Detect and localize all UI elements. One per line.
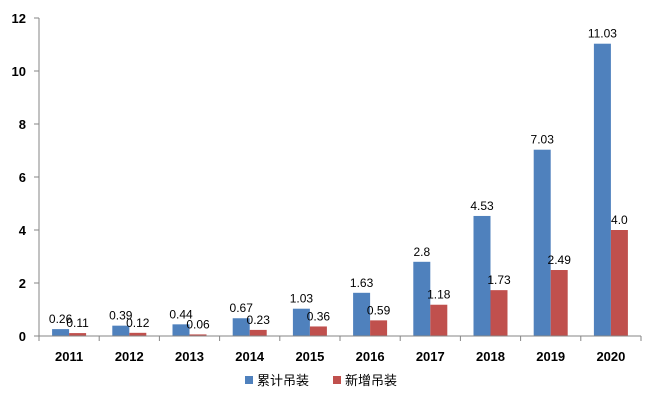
bar-cumulative-2017 xyxy=(413,261,431,336)
bar-new-2013 xyxy=(189,334,207,336)
data-label-new-2019: 2.49 xyxy=(548,253,572,267)
legend-label-cumulative: 累计吊装 xyxy=(257,374,309,389)
x-tick-label-2018: 2018 xyxy=(476,349,505,364)
x-tick-label-2013: 2013 xyxy=(175,349,204,364)
bar-new-2016 xyxy=(370,320,388,336)
axes-group: 2011 2012 2013 2014 2015 2016 2017 2018 2019 2020… xyxy=(12,11,642,364)
bar-new-2018 xyxy=(490,290,508,336)
data-labels-group: 0.260.11 0.390.12 0.440.06 0.670.23 1.03 0.36… xyxy=(49,27,628,332)
x-tick-label-2016: 2016 xyxy=(356,349,385,364)
x-tick-label-2014: 2014 xyxy=(235,349,265,364)
bar-new-2014 xyxy=(249,329,267,336)
x-tick-label-2019: 2019 xyxy=(536,349,565,364)
y-tick-label-6: 6 xyxy=(19,170,26,185)
data-label-cumulative-2016: 1.63 xyxy=(350,276,374,290)
x-tick-label-2015: 2015 xyxy=(295,349,324,364)
bar-cumulative-2019 xyxy=(533,149,551,336)
data-label-new-2015: 0.36 xyxy=(307,309,331,323)
legend-swatch-new xyxy=(333,376,341,384)
bar-cumulative-2012 xyxy=(112,325,130,336)
bar-new-2020 xyxy=(610,230,628,336)
data-label-cumulative-2018: 4.53 xyxy=(470,199,494,213)
y-tick-label-12: 12 xyxy=(12,11,26,26)
y-tick-label-2: 2 xyxy=(19,276,26,291)
y-tick-label-10: 10 xyxy=(12,64,26,79)
data-label-cumulative-2012: 0.39 xyxy=(109,309,133,323)
data-label-new-2011: 0.11 xyxy=(66,316,89,330)
legend-label-new: 新增吊装 xyxy=(345,373,397,389)
bars-group xyxy=(52,43,628,336)
legend: 累计吊装 新增吊装 xyxy=(245,373,397,389)
data-label-new-2013: 0.06 xyxy=(186,317,210,331)
x-tick-label-2012: 2012 xyxy=(115,349,144,364)
bar-cumulative-2020 xyxy=(593,43,611,336)
bar-cumulative-2011 xyxy=(52,329,70,336)
data-label-cumulative-2019: 7.03 xyxy=(531,133,555,147)
bar-new-2019 xyxy=(550,270,568,336)
data-label-cumulative-2011: 0.26 xyxy=(49,312,73,326)
legend-swatch-cumulative xyxy=(245,376,253,384)
bar-new-2011 xyxy=(69,333,87,336)
data-label-new-2014: 0.23 xyxy=(247,313,271,327)
data-label-cumulative-2017: 2.8 xyxy=(413,245,430,259)
data-label-cumulative-2013: 0.44 xyxy=(169,307,193,321)
bar-cumulative-2015 xyxy=(292,308,310,336)
x-tick-label-2011: 2011 xyxy=(55,349,83,364)
data-label-new-2020: 4.0 xyxy=(611,213,628,227)
data-label-cumulative-2014: 0.67 xyxy=(230,301,254,315)
bar-cumulative-2014 xyxy=(232,318,250,336)
bar-new-2017 xyxy=(430,304,448,336)
x-tick-label-2017: 2017 xyxy=(416,349,445,364)
y-tick-label-4: 4 xyxy=(19,223,27,238)
y-tick-label-0: 0 xyxy=(19,329,26,344)
x-tick-label-2020: 2020 xyxy=(596,349,625,364)
data-label-new-2016: 0.59 xyxy=(367,303,391,317)
bar-new-2012 xyxy=(129,332,147,336)
data-label-new-2012: 0.12 xyxy=(126,316,150,330)
bar-cumulative-2013 xyxy=(172,324,190,336)
y-tick-label-8: 8 xyxy=(19,117,26,132)
data-label-cumulative-2020: 11.03 xyxy=(588,27,617,41)
bar-new-2015 xyxy=(309,326,327,336)
data-label-new-2018: 1.73 xyxy=(487,273,511,287)
data-label-new-2017: 1.18 xyxy=(427,288,451,302)
bar-cumulative-2016 xyxy=(353,292,371,336)
bar-cumulative-2018 xyxy=(473,215,491,336)
data-label-cumulative-2015: 1.03 xyxy=(290,292,314,306)
